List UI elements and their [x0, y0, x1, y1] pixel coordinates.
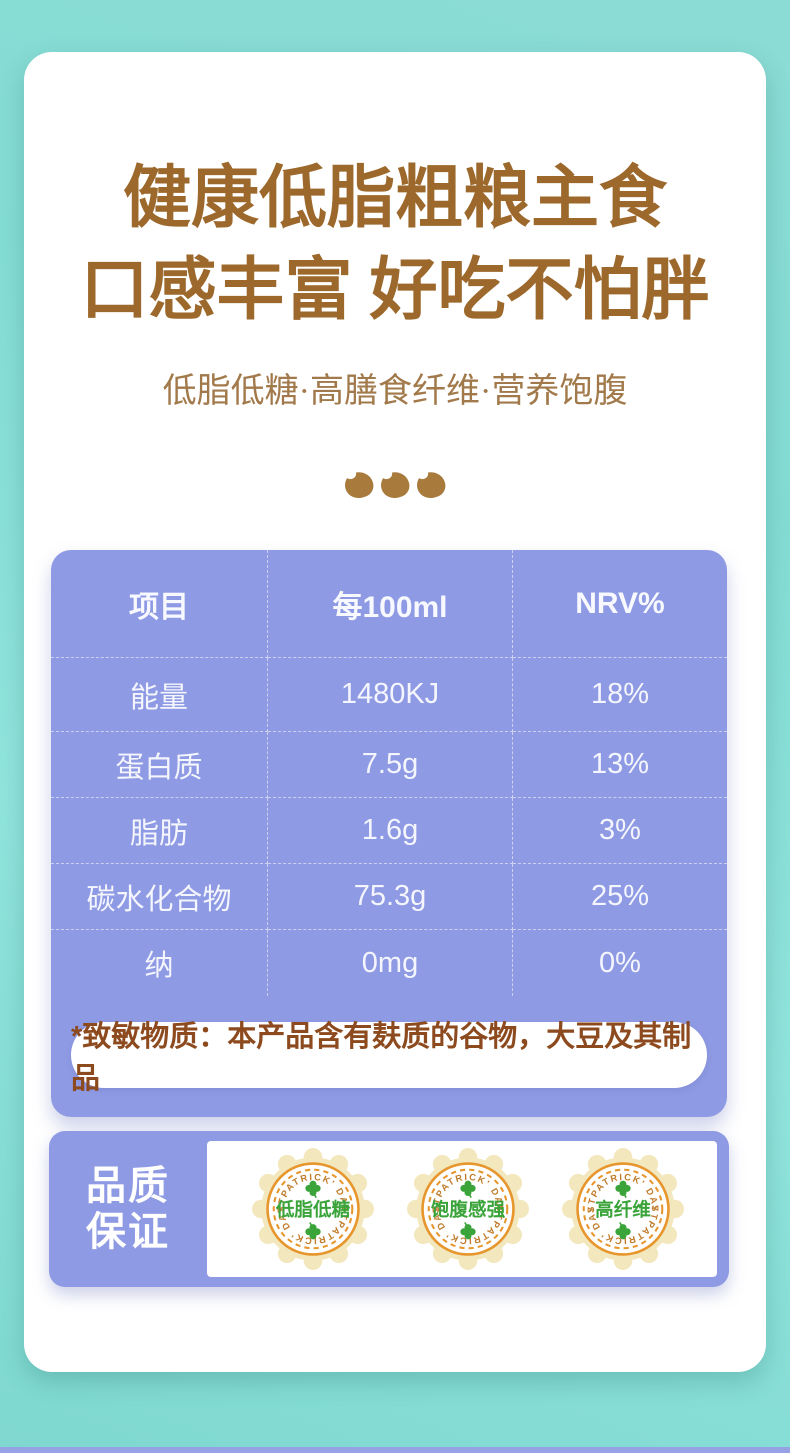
quality-card: 品质 保证 STPATRICK' D: [49, 1131, 729, 1287]
row-carb-item: 碳水化合物: [51, 864, 268, 930]
clover-icon: [305, 1180, 321, 1199]
clover-icon: [305, 1222, 321, 1240]
quality-badge: STPATRICK' DAY STPATRICK' DAY 高纤维: [562, 1148, 684, 1270]
col-header-nrv: NRV%: [513, 550, 727, 658]
row-fat-nrv: 3%: [513, 798, 727, 864]
badge-label: 低脂低糖: [275, 1199, 351, 1220]
quality-badge-panel: STPATRICK' DAY STPATRICK' DAY 低脂低糖: [207, 1141, 717, 1277]
nutrition-table-card: 项目 每100ml NRV% 能量 1480KJ 18% 蛋白质 7.5g 13…: [51, 550, 727, 1117]
row-energy-item: 能量: [51, 658, 268, 732]
next-section-strip: [0, 1447, 790, 1453]
hero-subtitle: 低脂低糖·高膳食纤维·营养饱腹: [162, 373, 628, 410]
clover-icon: [615, 1222, 631, 1240]
nutrition-table: 项目 每100ml NRV% 能量 1480KJ 18% 蛋白质 7.5g 13…: [51, 550, 727, 996]
grain-icon: [413, 468, 449, 502]
grain-icon: [377, 468, 413, 502]
grain-icon: [341, 468, 377, 502]
quality-label-line1: 品质: [86, 1164, 170, 1208]
quality-badge: STPATRICK' DAY STPATRICK' DAY 饱腹感强: [407, 1148, 529, 1270]
row-carb-nrv: 25%: [513, 864, 727, 930]
row-protein-per100ml: 7.5g: [268, 732, 513, 798]
row-energy-nrv: 18%: [513, 658, 727, 732]
grain-divider: [24, 468, 766, 502]
row-sodium-item: 纳: [51, 930, 268, 996]
quality-label-line2: 保证: [86, 1210, 170, 1254]
row-carb-per100ml: 75.3g: [268, 864, 513, 930]
badge-label: 高纤维: [595, 1199, 651, 1220]
allergen-note: *致敏物质：本产品含有麸质的谷物，大豆及其制品: [71, 1021, 707, 1095]
row-sodium-per100ml: 0mg: [268, 930, 513, 996]
clover-icon: [460, 1222, 476, 1240]
row-protein-nrv: 13%: [513, 732, 727, 798]
content-card: 健康低脂粗粮主食 口感丰富 好吃不怕胖 低脂低糖·高膳食纤维·营养饱腹 项目 每…: [24, 52, 766, 1372]
row-fat-per100ml: 1.6g: [268, 798, 513, 864]
quality-label: 品质 保证: [49, 1131, 207, 1287]
hero-title: 健康低脂粗粮主食 口感丰富 好吃不怕胖: [24, 152, 766, 336]
quality-badge: STPATRICK' DAY STPATRICK' DAY 低脂低糖: [252, 1148, 374, 1270]
row-fat-item: 脂肪: [51, 798, 268, 864]
hero-title-line1: 健康低脂粗粮主食: [122, 160, 667, 236]
col-header-per100ml: 每100ml: [268, 550, 513, 658]
row-sodium-nrv: 0%: [599, 946, 641, 979]
col-header-item: 项目: [51, 550, 268, 658]
row-protein-item: 蛋白质: [51, 732, 268, 798]
clover-icon: [615, 1180, 631, 1199]
clover-icon: [460, 1180, 476, 1199]
badge-label: 饱腹感强: [431, 1199, 506, 1220]
hero-title-line2: 口感丰富 好吃不怕胖: [80, 252, 710, 328]
row-energy-per100ml: 1480KJ: [268, 658, 513, 732]
